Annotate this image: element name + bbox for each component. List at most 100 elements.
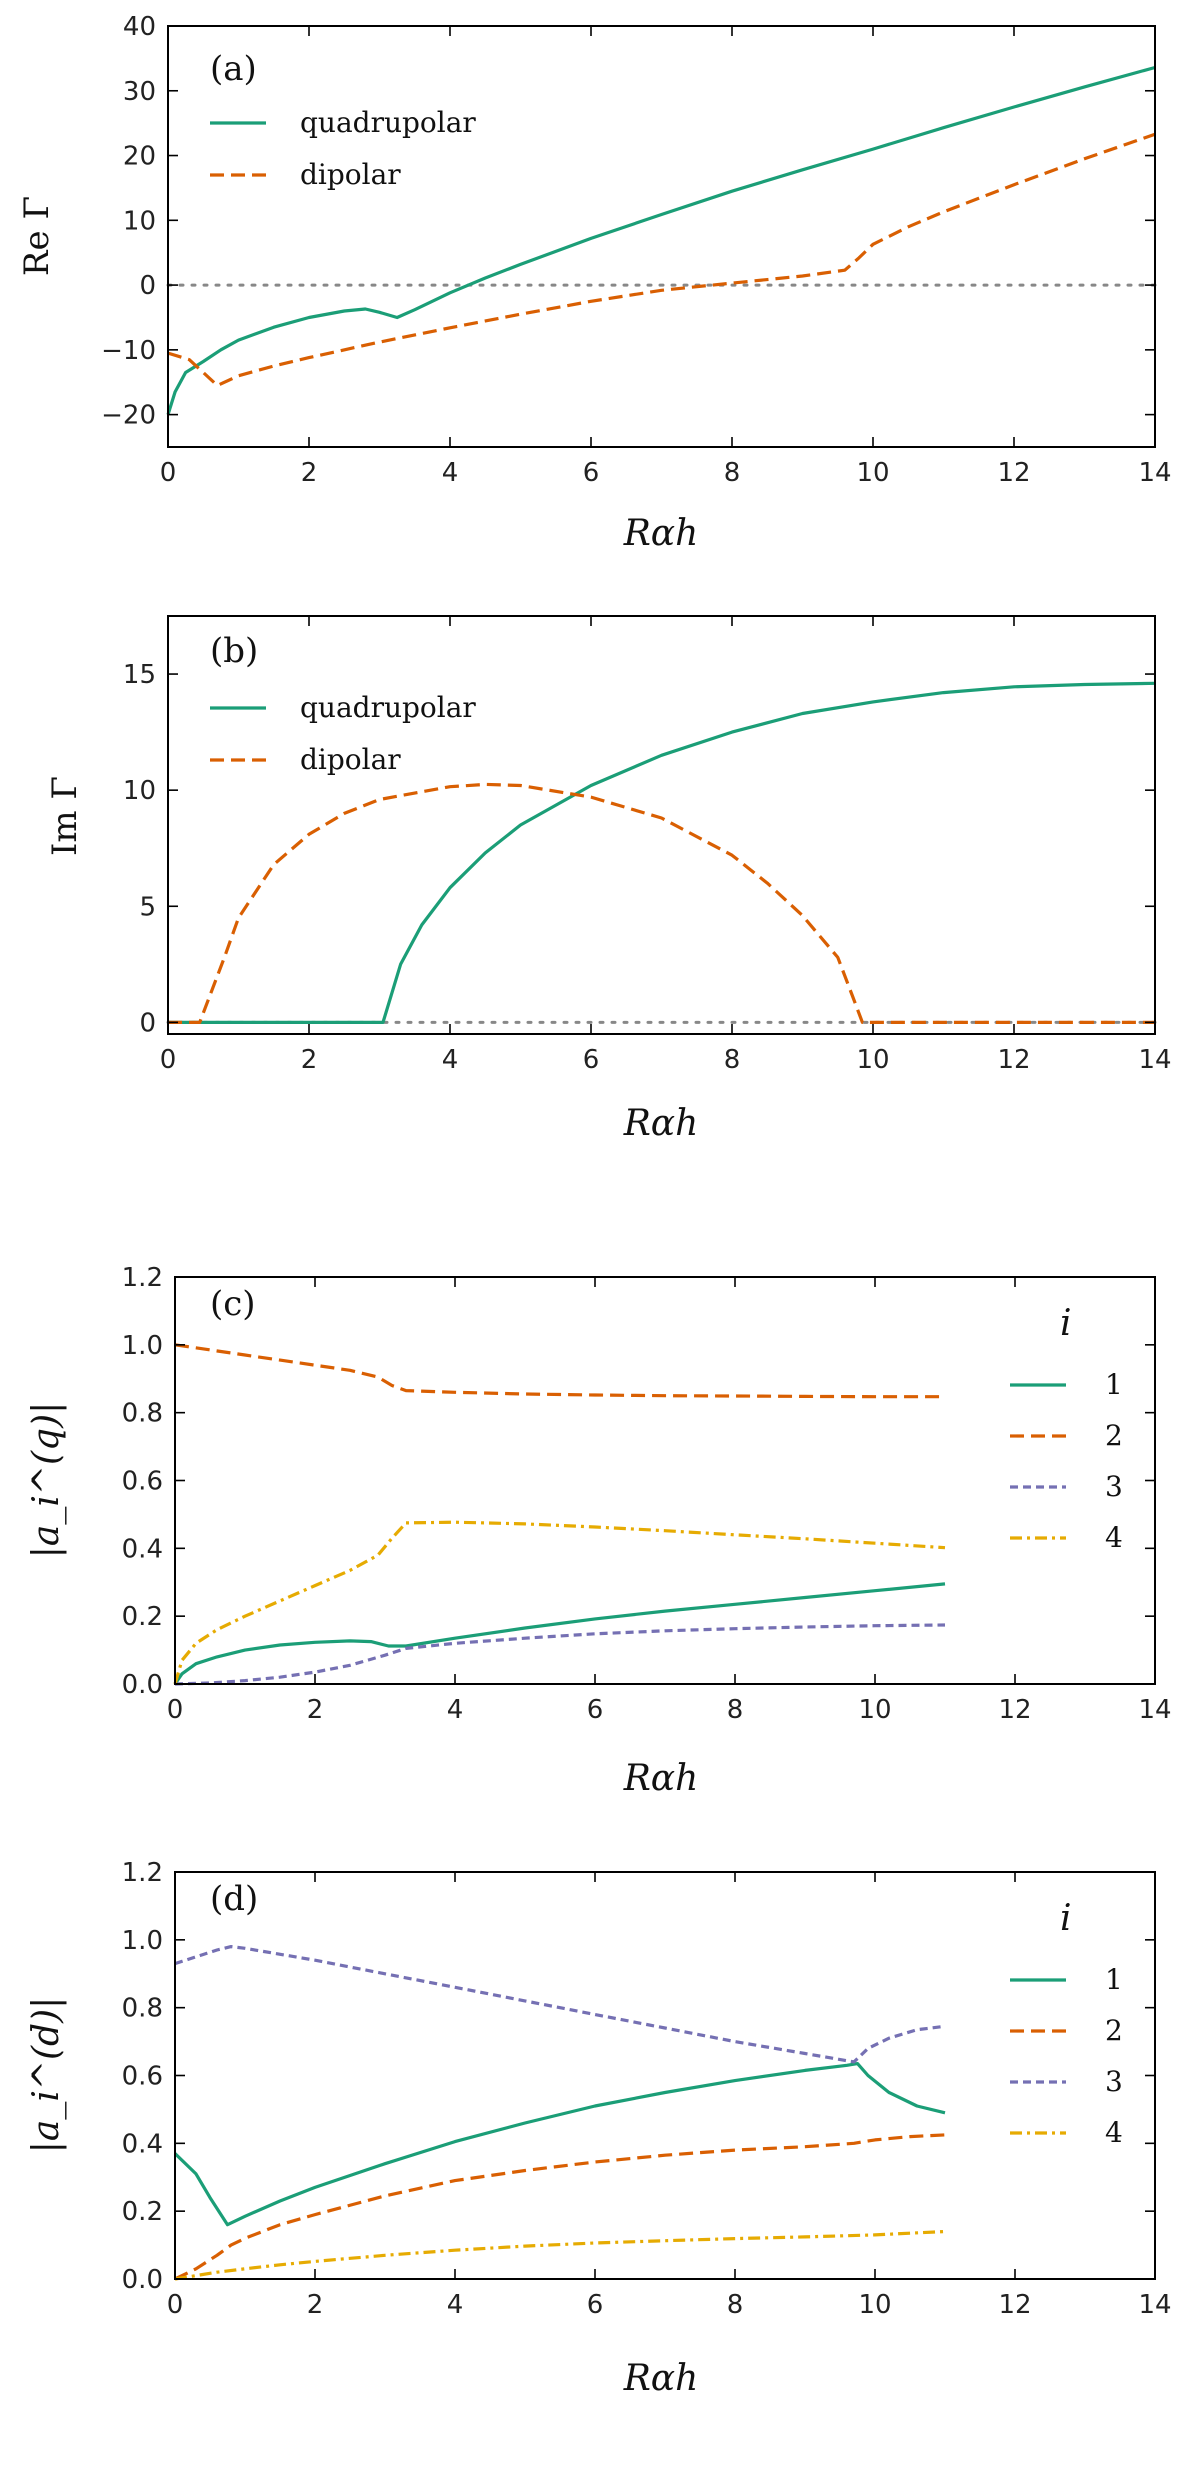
x-tick-label: 12 [998,2290,1031,2320]
x-tick-label: 4 [447,2290,464,2320]
panel-d-legend-label: 1 [1105,1963,1123,1996]
x-tick-label: 6 [587,2290,604,2320]
panel-b-ylabel: Im Γ [45,776,85,856]
panel-c-legend-label: 3 [1105,1470,1123,1503]
x-tick-label: 8 [727,2290,744,2320]
x-tick-label: 10 [856,1045,889,1075]
panel-d-legend-label: 2 [1105,2014,1123,2047]
panel-c-frame [174,1276,1156,1685]
panel-c-legend-title: i [1060,1303,1072,1344]
x-tick-label: 10 [856,458,889,488]
x-tick-label: 4 [442,458,459,488]
x-tick-label: 2 [307,2290,324,2320]
panel-a: 0 2 4 6 8 10 12 14 −20 −10 0 10 20 30 40 (a) quadrupol… [17,12,1172,554]
panel-d-series-2-line [174,2133,946,2281]
y-tick-label: 1.2 [122,1263,163,1293]
panel-a-legend-label: quadrupolar [300,106,476,139]
panel-b-series-quadrupolar-line [168,681,1156,1025]
panel-d-series-3-line [174,1944,946,2064]
panel-d-series-1-line [173,2062,946,2227]
y-tick-label: 0.0 [122,1670,163,1700]
panel-b-tag: (b) [210,631,258,671]
x-tick-label: 6 [583,1045,600,1075]
panel-a-ylabel: Re Γ [17,196,57,276]
panel-b-frame [167,615,1156,1035]
y-tick-label: 0.0 [122,2265,163,2295]
y-tick-label: 1.0 [122,1331,163,1361]
panel-a-frame [167,25,1156,448]
panel-c-series-3-line [174,1623,946,1686]
y-tick-label: 0.2 [122,2197,163,2227]
panel-c-legend-label: 2 [1105,1419,1123,1452]
x-tick-label: 8 [724,1045,741,1075]
x-tick-label: 4 [447,1695,464,1725]
panel-a-xlabel: Rαh [623,513,699,554]
y-tick-label: −20 [101,401,156,431]
x-tick-label: 8 [724,458,741,488]
panel-d-legend-label: 4 [1105,2116,1123,2149]
x-tick-label: 12 [998,1695,1031,1725]
y-tick-label: 0.6 [122,1467,163,1497]
x-tick-label: 8 [727,1695,744,1725]
panel-c-legend-label: 4 [1105,1521,1123,1554]
y-tick-label: 10 [123,776,156,806]
panel-c-ylabel: |a_i^(q)| [26,1402,67,1559]
y-tick-label: 0.6 [122,2062,163,2092]
x-tick-label: 0 [160,458,177,488]
y-tick-label: 0 [139,1008,156,1038]
panel-d-legend-label: 3 [1105,2065,1123,2098]
x-tick-label: 0 [167,2290,184,2320]
panel-d-legend-title: i [1060,1898,1072,1939]
y-tick-label: 15 [123,660,156,690]
x-tick-label: 0 [160,1045,177,1075]
x-tick-label: 14 [1138,1695,1171,1725]
panel-b-legend-label: dipolar [300,743,401,776]
y-tick-label: −10 [101,336,156,366]
panel-c-xlabel: Rαh [623,1758,699,1799]
x-tick-label: 0 [167,1695,184,1725]
y-tick-label: 0.8 [122,1994,163,2024]
panel-b-xlabel: Rαh [623,1103,699,1144]
panel-b: 0 2 4 6 8 10 12 14 0 5 10 15 (b) quadrupolar dipolar… [45,615,1172,1144]
x-tick-label: 6 [583,458,600,488]
x-tick-label: 4 [442,1045,459,1075]
x-tick-label: 10 [858,2290,891,2320]
panel-d-ylabel: |a_i^(d)| [26,1997,67,2154]
y-tick-label: 0.2 [122,1602,163,1632]
y-tick-label: 5 [139,892,156,922]
y-tick-label: 0.4 [122,1534,163,1564]
x-tick-label: 10 [858,1695,891,1725]
y-tick-label: 1.2 [122,1858,163,1888]
y-tick-label: 10 [123,206,156,236]
panel-c-series-1-line [173,1582,946,1685]
panel-d-xlabel: Rαh [623,2358,699,2399]
y-tick-label: 0.4 [122,2129,163,2159]
panel-c-legend-label: 1 [1105,1368,1123,1401]
panel-a-series-dipolar-line [167,132,1156,388]
x-tick-label: 2 [301,458,318,488]
x-tick-label: 2 [307,1695,324,1725]
panel-c-tag: (c) [210,1284,256,1324]
y-tick-label: 40 [123,12,156,42]
panel-a-tag: (a) [210,49,257,89]
x-tick-label: 2 [301,1045,318,1075]
panel-b-series-dipolar-line [168,782,1155,1025]
x-tick-label: 14 [1138,1045,1171,1075]
x-tick-label: 14 [1138,458,1171,488]
x-tick-label: 6 [587,1695,604,1725]
panel-d-frame [174,1871,1156,2280]
panel-c-series-2-line [174,1343,945,1399]
panel-a-series-quadrupolar-line [166,65,1156,416]
y-tick-label: 20 [123,142,156,172]
x-tick-label: 12 [997,1045,1030,1075]
y-tick-label: 0.8 [122,1399,163,1429]
y-tick-label: 30 [123,77,156,107]
y-tick-label: 0 [139,271,156,301]
panel-c-series-4-line [173,1520,946,1685]
panel-d-tag: (d) [210,1879,258,1919]
x-tick-label: 14 [1138,2290,1171,2320]
panel-b-legend-label: quadrupolar [300,691,476,724]
panel-c: 0 2 4 6 8 10 12 140.00.20.40.60.81.01.2 (c) 123… [26,1263,1172,1799]
x-tick-label: 12 [997,458,1030,488]
